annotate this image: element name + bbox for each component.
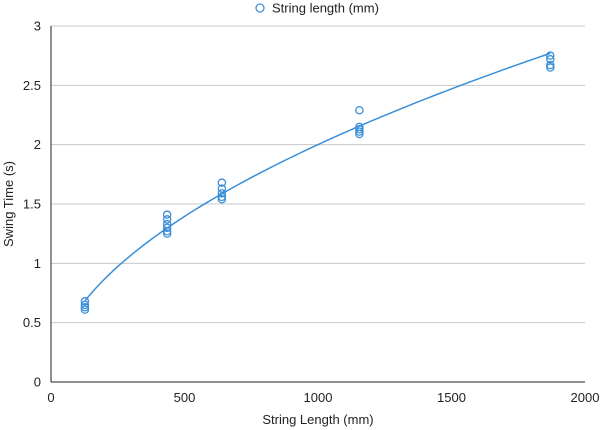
data-point [546,51,555,60]
data-point [546,54,555,64]
x-tick-label: 0 [47,390,54,405]
y-tick-label: 1 [34,256,41,271]
data-point [355,127,364,136]
legend: String length (mm) [255,1,379,16]
data-point [355,122,364,132]
trend-line [84,52,551,302]
y-tick-label: 0 [34,375,41,390]
data-point [217,189,227,198]
y-axis-label: Swing Time (s) [1,161,16,247]
legend-marker-icon [255,3,265,13]
data-point [80,297,90,306]
x-tick-label: 1500 [437,390,466,405]
data-point [217,192,227,202]
data-point [80,300,90,310]
y-tick-label: 2.5 [23,78,41,93]
data-point [217,195,227,204]
data-point [80,302,90,312]
data-point [546,63,555,72]
axes [50,26,585,383]
x-tick-label: 1000 [304,390,333,405]
data-point [217,178,227,187]
x-tick-label: 2000 [571,390,600,405]
data-points [80,51,555,314]
data-point [217,184,227,193]
y-tick-label: 1.5 [23,197,41,212]
data-point [80,305,90,314]
data-point [162,210,172,219]
data-point [355,106,364,115]
data-point [546,60,555,70]
data-point [162,219,172,229]
y-tick-label: 3 [34,19,41,34]
legend-label: String length (mm) [272,1,379,16]
y-tick-label: 2 [34,137,41,152]
x-tick-label: 500 [174,390,196,405]
grid-lines [51,25,585,324]
y-tick-labels: 0 0.5 1 1.5 2 2.5 3 [23,19,41,390]
data-point [355,124,364,134]
data-point [162,223,172,232]
y-tick-label: 0.5 [23,315,41,330]
data-point [162,215,172,224]
x-tick-labels: 0 500 1000 1500 2000 [47,390,599,405]
x-axis-label: String Length (mm) [262,412,373,427]
data-point [162,229,172,238]
